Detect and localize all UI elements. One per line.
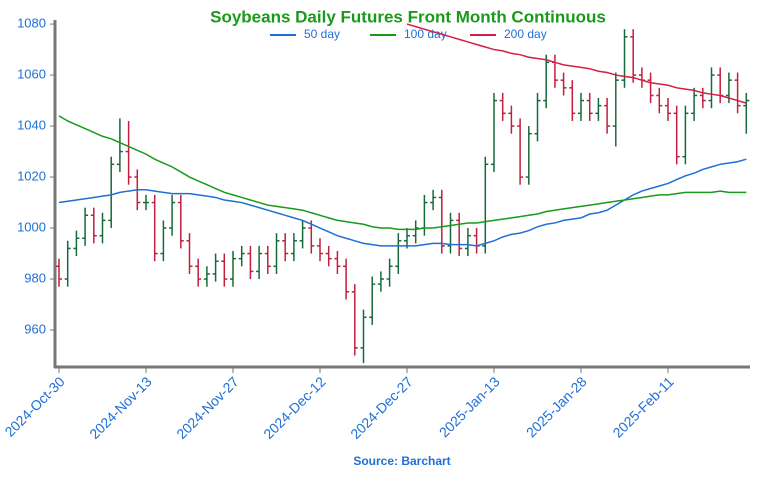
y-tick-label: 980: [24, 270, 46, 285]
ma-line: [58, 158, 747, 247]
chart-title: Soybeans Daily Futures Front Month Conti…: [210, 7, 606, 26]
y-tick-label: 1080: [17, 16, 46, 31]
x-tick-label: 2024-Dec-27: [347, 373, 416, 442]
x-tick-label: 2025-Jan-28: [523, 373, 590, 440]
y-tick-label: 1060: [17, 67, 46, 82]
x-tick-label: 2025-Feb-11: [609, 373, 676, 440]
ma-line: [406, 23, 747, 104]
y-tick-label: 1000: [17, 219, 46, 234]
legend-label: 50 day: [304, 27, 340, 41]
y-tick-label: 1020: [17, 168, 46, 183]
y-tick-label: 960: [24, 321, 46, 336]
x-tick-label: 2024-Nov-13: [86, 373, 155, 442]
y-tick-label: 1040: [17, 118, 46, 133]
ma-line: [58, 115, 747, 231]
x-tick-label: 2024-Dec-12: [260, 373, 329, 442]
x-tick-label: 2024-Oct-30: [1, 373, 67, 439]
legend-label: 100 day: [404, 27, 447, 41]
x-tick-label: 2024-Nov-27: [173, 373, 242, 442]
x-tick-label: 2025-Jan-13: [436, 373, 503, 440]
source: Source: Barchart: [353, 454, 450, 468]
legend-label: 200 day: [504, 27, 547, 41]
